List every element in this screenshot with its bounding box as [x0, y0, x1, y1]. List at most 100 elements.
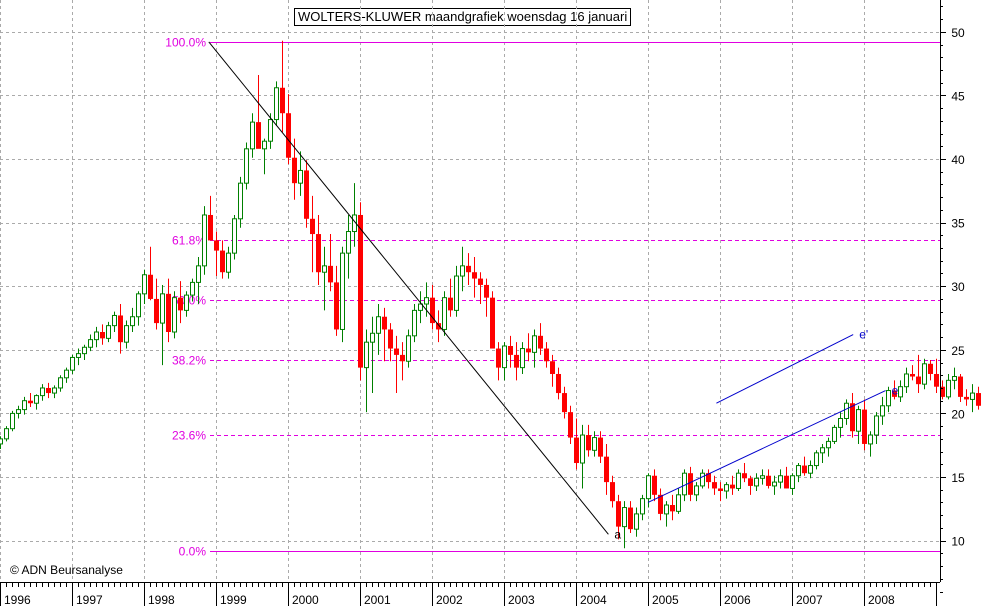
candle-body-up [124, 325, 129, 343]
trend-line-label: a [614, 527, 621, 541]
candle-body-up [532, 335, 537, 353]
candle-body-down [538, 335, 543, 349]
candle-body-up [232, 218, 237, 254]
candle-body-down [382, 316, 387, 330]
candle-body-up [520, 348, 525, 369]
candle-body-up [58, 377, 63, 389]
candle-body-up [226, 252, 231, 273]
candle-body-down [940, 386, 945, 397]
candle-body-down [220, 250, 225, 273]
candle-body-down [802, 465, 807, 474]
candle-body-down [292, 157, 297, 184]
candle-body-up [112, 314, 117, 327]
candle-body-up [664, 504, 669, 515]
fib-label: 23.6% [172, 429, 206, 443]
candle-body-up [970, 392, 975, 400]
candle-body-down [928, 363, 933, 374]
candle-body-down [304, 170, 309, 219]
candle-body-up [262, 140, 267, 150]
candle-body-up [370, 332, 375, 343]
copyright-label: © ADN Beursanalyse [10, 563, 123, 577]
candle-body-up [412, 309, 417, 337]
candle-body-up [922, 363, 927, 385]
candle-body-up [760, 475, 765, 479]
candle-body-up [16, 409, 21, 414]
candle-body-down [556, 373, 561, 394]
candle-body-up [274, 87, 279, 121]
candle-body-up [40, 387, 45, 397]
fib-label: 100.0% [165, 36, 206, 50]
y-tick-label: 20 [951, 407, 965, 421]
candle-body-up [952, 376, 957, 381]
candles [0, 40, 981, 549]
x-tick-label: 1999 [220, 593, 247, 607]
candle-body-down [706, 473, 711, 483]
chart-title: WOLTERS-KLUWER maandgrafiek woensdag 16 … [294, 8, 632, 26]
candle-body-up [364, 341, 369, 369]
x-tick-label: 2008 [868, 593, 895, 607]
candle-body-down [934, 373, 939, 387]
candle-body-down [388, 329, 393, 349]
candle-body-down [178, 297, 183, 311]
trend-line [716, 334, 854, 404]
candle-body-up [142, 274, 147, 295]
candle-body-up [898, 386, 903, 398]
candle-body-down [568, 412, 573, 438]
candle-body-up [454, 275, 459, 311]
fib-label: 0.0% [179, 545, 207, 559]
y-tick-label: 15 [951, 471, 965, 485]
candle-body-up [844, 402, 849, 420]
candle-body-up [772, 481, 777, 487]
candle-body-up [340, 252, 345, 330]
candle-body-down [574, 437, 579, 464]
candle-body-down [214, 240, 219, 251]
x-tick-label: 2007 [796, 593, 823, 607]
candle-body-up [202, 214, 207, 267]
candle-body-up [376, 316, 381, 334]
candle-body-down [598, 437, 603, 457]
candle-body-down [862, 409, 867, 444]
candle-body-down [586, 435, 591, 451]
trend-line [208, 41, 609, 535]
candle-body-up [172, 297, 177, 333]
x-tick-label: 2005 [652, 593, 679, 607]
candle-body-down [730, 484, 735, 489]
candle-body-up [832, 426, 837, 442]
candle-body-down [616, 501, 621, 527]
candle-body-up [196, 265, 201, 283]
candle-body-up [106, 325, 111, 339]
candle-body-down [748, 478, 753, 486]
candle-body-up [298, 169, 303, 184]
candle-body-down [46, 387, 51, 394]
candle-body-up [268, 119, 273, 142]
candle-body-down [208, 214, 213, 241]
x-tick-label: 1996 [4, 593, 31, 607]
candle-body-up [694, 485, 699, 496]
trend-line [647, 390, 886, 503]
candle-body-down [766, 475, 771, 486]
candle-body-down [964, 396, 969, 400]
candle-body-down [550, 361, 555, 374]
fibonacci-levels: 100.0% 61.8% 50.0% 38.2% 23.6% 0.0% [165, 36, 940, 559]
candle-body-up [826, 440, 831, 449]
candle-body-down [544, 348, 549, 362]
x-tick-label: 2004 [580, 593, 607, 607]
candle-body-up [22, 400, 27, 411]
candle-body-down [688, 473, 693, 495]
candle-body-down [166, 293, 171, 333]
candle-body-down [496, 348, 501, 368]
candle-body-up [880, 405, 885, 417]
candle-body-down [484, 284, 489, 298]
y-tick-label: 10 [951, 535, 965, 549]
candle-body-up [886, 390, 891, 407]
trend-line-label: e' [859, 328, 868, 342]
candle-body-down [472, 272, 477, 279]
candle-body-down [466, 265, 471, 273]
candle-body-up [778, 475, 783, 483]
candle-body-up [322, 265, 327, 273]
candle-body-up [904, 373, 909, 388]
candle-body-up [238, 182, 243, 220]
candle-body-down [478, 278, 483, 285]
y-tick-label: 25 [951, 344, 965, 358]
